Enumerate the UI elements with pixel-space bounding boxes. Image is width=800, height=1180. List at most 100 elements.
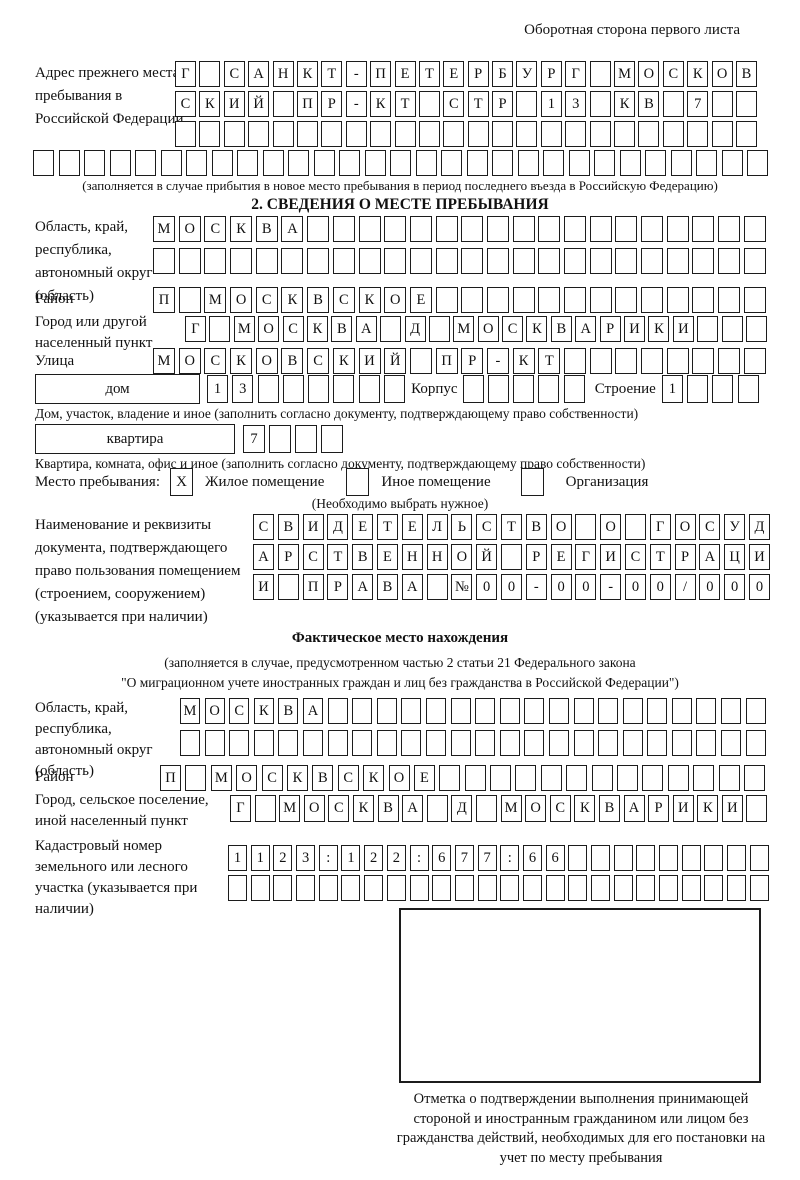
char-box [376,730,397,756]
char-box [450,698,471,724]
char-box: Е [401,514,423,540]
char-box [615,248,638,274]
char-box: О [204,698,225,724]
char-box [693,765,715,791]
char-box [435,287,458,313]
char-box [711,91,733,117]
char-box [745,316,767,342]
char-box: 0 [724,574,746,600]
char-box: К [370,91,392,117]
apartment-box-label: квартира [35,424,235,454]
char-box: С [253,514,274,540]
char-box [153,248,175,274]
char-box [538,216,561,242]
char-box [418,121,440,147]
char-box: К [199,91,221,117]
char-box: С [662,61,684,87]
char-box: С [332,287,355,313]
char-box [517,150,539,176]
char-box [384,375,406,403]
char-box [522,875,542,901]
char-box [659,875,679,901]
char-box [743,248,766,274]
apartment-row: квартира 7 [35,424,343,454]
char-box: А [253,544,274,570]
char-box [486,216,509,242]
house-caption: Дом, участок, владение и иное (заполнить… [35,406,639,421]
char-box [341,875,361,901]
char-box: М [500,795,522,822]
char-box [747,150,768,176]
char-box: П [435,348,458,374]
actual-city-label: Город, сельское поселение, иной населенн… [35,792,209,829]
char-box [386,875,406,901]
char-box: О [550,514,572,540]
char-box: К [296,61,318,87]
char-box: 0 [550,574,572,600]
char-box [735,91,757,117]
char-box [409,216,432,242]
prev-address-row-4 [33,150,768,176]
char-box [135,150,156,176]
char-box [384,248,407,274]
char-box [513,375,535,403]
char-box [704,845,724,871]
char-box [743,216,766,242]
char-box: О [384,287,407,313]
char-box [615,287,638,313]
char-box [666,348,689,374]
char-box: 1 [250,845,270,871]
char-box: 1 [341,845,361,871]
char-box: К [697,795,719,822]
char-box [545,875,565,901]
cadastral-row-2 [228,875,769,901]
char-box [490,765,512,791]
char-box: Н [401,544,423,570]
char-box [33,150,54,176]
char-box [642,765,664,791]
char-box: К [526,316,548,342]
char-box [426,795,448,822]
char-box: Т [321,61,343,87]
char-box: О [236,765,258,791]
char-box [589,287,612,313]
char-box [295,425,317,453]
char-box: О [711,61,733,87]
char-box [568,845,588,871]
char-box [641,287,664,313]
char-box [321,425,343,453]
char-box: Р [525,544,547,570]
char-box: Е [352,514,374,540]
char-box: 0 [649,574,671,600]
char-box: О [451,544,473,570]
char-box [622,698,643,724]
char-box [735,121,757,147]
char-box: Н [272,61,294,87]
char-box [376,698,397,724]
char-box: Т [649,544,671,570]
char-box: Т [327,544,349,570]
char-box [269,425,291,453]
char-box [358,375,380,403]
char-box [364,150,386,176]
char-box [645,150,666,176]
char-box [692,216,715,242]
char-box [435,216,458,242]
char-box [721,698,742,724]
char-box: Д [748,514,770,540]
char-box [499,730,520,756]
char-box [409,248,432,274]
char-box: О [525,795,547,822]
char-box: А [355,316,377,342]
char-box: 2 [273,845,293,871]
checkbox-other-premises [346,468,370,496]
char-box [647,730,668,756]
char-box [394,121,416,147]
char-box: О [674,514,696,540]
char-box [318,875,338,901]
char-box: С [204,216,227,242]
